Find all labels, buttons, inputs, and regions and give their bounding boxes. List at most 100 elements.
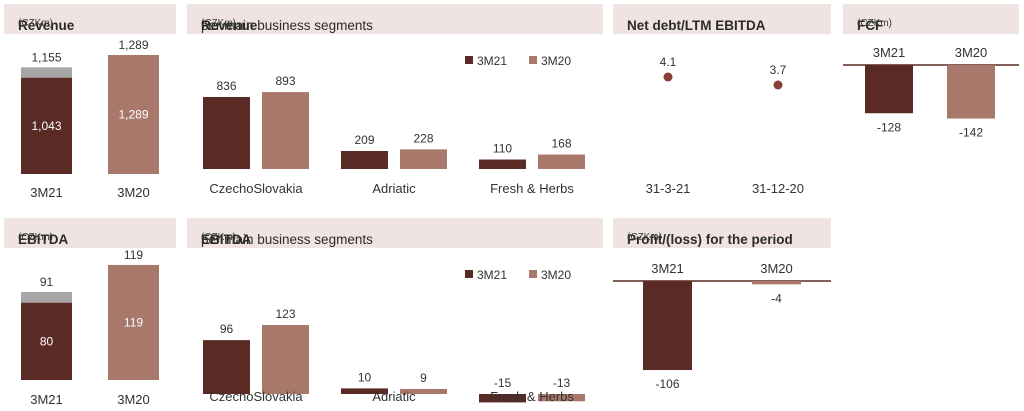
revenue-segments-title: Revenue	[201, 18, 258, 33]
legend-swatch	[465, 56, 473, 64]
legend-entry: 3M21	[477, 54, 507, 68]
ebitda-chart: 91 80 3M21 119 119 3M20	[21, 248, 159, 407]
total-label: 91	[40, 275, 54, 289]
fcf-chart: 3M21 -128 3M20 -142	[843, 45, 1019, 140]
bar-3M21	[643, 281, 692, 371]
value-label: 209	[354, 133, 374, 147]
bar-Fresh & Herbs-3M20	[538, 394, 585, 402]
legend-entry: 3M20	[541, 54, 571, 68]
ebitda-segments-panel: EBITDA per main business segments (CZKm)…	[187, 218, 603, 408]
data-point	[663, 72, 673, 82]
profit-header: Profit/(loss) for the period (CZKm)	[613, 218, 831, 248]
value-label: 1,043	[31, 119, 61, 133]
legend-entry: 3M21	[477, 268, 507, 282]
category-label: 3M20	[760, 261, 793, 276]
category-label: 3M21	[30, 392, 63, 407]
ebitda-unit: (CZKm)	[18, 232, 53, 243]
ebitda-panel: EBITDA (CZKm) 91 80 3M21 119 119 3M20	[4, 218, 176, 408]
bar-Fresh & Herbs-3M20	[538, 154, 585, 169]
value-label: 836	[216, 79, 236, 93]
bar-Fresh & Herbs-3M21	[479, 159, 526, 169]
legend-entry: 3M20	[541, 268, 571, 282]
revenue-segments-chart: 3M21 3M20 836 893 CzechoSlovakia 209 228 Adriat…	[203, 54, 585, 196]
category-label: 31-3-21	[646, 181, 691, 196]
category-label: Fresh & Herbs	[490, 181, 574, 196]
fcf-header: FCF (CZKm)	[843, 4, 1019, 34]
bar-CzechoSlovakia-3M20	[262, 92, 309, 169]
ebitda-segments-title-rest: per main business segments	[201, 232, 373, 247]
bar-3M21	[21, 302, 72, 380]
value-label: 3.7	[770, 63, 787, 77]
revenue-panel: Revenue (CZKm) 1,155 1,043 3M21 1,289 1,289 3…	[4, 4, 176, 204]
net-debt-chart: 4.1 31-3-21 3.7 31-12-20	[646, 55, 804, 196]
ebitda-segments-title: EBITDA	[201, 232, 252, 247]
category-label: CzechoSlovakia	[209, 181, 303, 196]
revenue-chart: 1,155 1,043 3M21 1,289 1,289 3M20	[21, 38, 159, 200]
value-label: -142	[959, 126, 983, 140]
net-debt-header: Net debt/LTM EBITDA	[613, 4, 831, 34]
value-label: 10	[358, 370, 372, 384]
bar-3M20	[108, 264, 159, 380]
value-label: 228	[413, 131, 433, 145]
revenue-segments-title-rest: per main business segments	[201, 18, 373, 33]
value-label: 110	[493, 142, 512, 156]
total-label: 119	[124, 248, 143, 262]
category-label: 31-12-20	[752, 181, 804, 196]
bar-3M20	[752, 281, 801, 285]
profit-panel: Profit/(loss) for the period (CZKm) 3M21…	[613, 218, 831, 408]
value-label: -106	[655, 377, 679, 391]
ebitda-header: EBITDA (CZKm)	[4, 218, 176, 248]
bar-3M20	[108, 55, 159, 175]
profit-chart: 3M21 -106 3M20 -4	[613, 261, 831, 391]
category-label: 3M20	[117, 392, 150, 407]
category-label: Adriatic	[372, 389, 416, 404]
bar-CzechoSlovakia-3M21	[203, 340, 250, 394]
other-segment-bar	[21, 292, 72, 303]
value-label: 96	[220, 322, 234, 336]
revenue-unit: (CZKm)	[18, 18, 53, 29]
bar-Adriatic-3M20	[400, 388, 447, 394]
bar-Adriatic-3M20	[400, 149, 447, 169]
fcf-unit: (CZKm)	[857, 18, 892, 29]
revenue-segments-unit: (CZKm)	[201, 18, 236, 29]
legend-swatch	[529, 56, 537, 64]
value-label: -4	[771, 291, 782, 305]
legend-swatch	[465, 270, 473, 278]
data-point	[773, 80, 783, 90]
category-label: 3M21	[873, 45, 906, 60]
value-label: -15	[494, 376, 512, 390]
total-label: 1,289	[118, 38, 148, 52]
other-segment-bar	[21, 67, 72, 78]
value-label: 893	[275, 74, 295, 88]
category-label: Adriatic	[372, 181, 416, 196]
bar-3M21	[865, 65, 913, 114]
bar-3M21	[21, 77, 72, 174]
revenue-header: Revenue (CZKm)	[4, 4, 176, 34]
ebitda-segments-header: EBITDA per main business segments (CZKm)	[187, 218, 603, 248]
category-label: Fresh & Herbs	[490, 389, 574, 404]
category-label: 3M20	[117, 185, 150, 200]
value-label: 123	[275, 307, 295, 321]
bar-Adriatic-3M21	[341, 151, 388, 169]
category-label: CzechoSlovakia	[209, 389, 303, 404]
bar-CzechoSlovakia-3M20	[262, 325, 309, 394]
value-label: 1,289	[118, 108, 148, 122]
fcf-panel: FCF (CZKm) 3M21 -128 3M20 -142	[843, 4, 1019, 144]
ebitda-title: EBITDA	[18, 232, 69, 247]
value-label: 9	[420, 371, 427, 385]
bar-CzechoSlovakia-3M21	[203, 97, 250, 169]
fcf-title: FCF	[857, 18, 884, 33]
total-label: 1,155	[31, 50, 61, 64]
value-label: 119	[124, 315, 143, 329]
revenue-segments-panel: Revenue per main business segments (CZKm…	[187, 4, 603, 204]
revenue-title: Revenue	[18, 18, 75, 33]
value-label: 168	[551, 137, 571, 151]
net-debt-panel: Net debt/LTM EBITDA 4.1 31-3-21 3.7 31-12-2…	[613, 4, 831, 204]
ebitda-segments-chart: 3M21 3M20 96 123 CzechoSlovakia 10 9 Adriatic -1…	[203, 268, 585, 404]
value-label: -128	[877, 120, 901, 134]
value-label: -13	[553, 376, 571, 390]
legend-swatch	[529, 270, 537, 278]
revenue-segments-header: Revenue per main business segments (CZKm…	[187, 4, 603, 34]
value-label: 4.1	[660, 55, 677, 69]
profit-unit: (CZKm)	[627, 232, 662, 243]
